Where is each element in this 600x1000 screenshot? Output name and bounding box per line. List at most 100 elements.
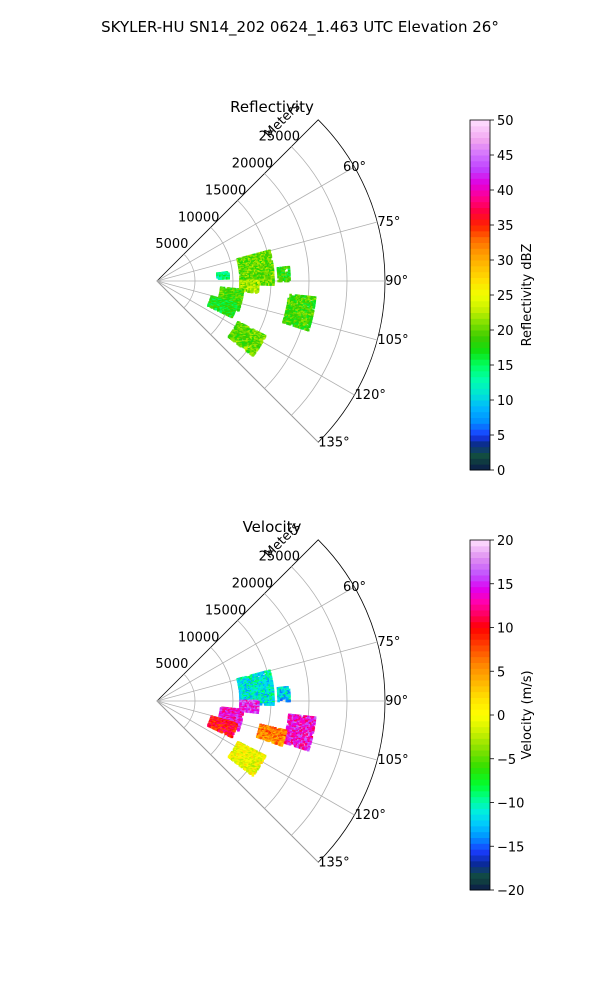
echo-cell <box>246 710 250 713</box>
echo-cell <box>262 683 266 687</box>
colorbar-band <box>470 382 490 389</box>
echo-cell <box>292 301 296 304</box>
echo-cell <box>280 697 283 700</box>
colorbar-tick-label: 20 <box>497 324 514 339</box>
radial-tick-label: 25000 <box>259 130 300 145</box>
echo-cell <box>305 311 309 315</box>
echo-cell <box>240 323 243 327</box>
echo-cell <box>294 724 298 728</box>
echo-cell <box>286 319 290 322</box>
echo-cell <box>306 326 309 330</box>
echo-cell <box>283 729 286 732</box>
colorbar-tick-label: 5 <box>497 665 505 680</box>
echo-cell <box>304 317 307 321</box>
echo-cell <box>283 266 287 269</box>
echo-cell <box>310 316 314 319</box>
echo-cell <box>310 304 313 307</box>
echo-cell <box>309 295 313 299</box>
colorbar-tick-label: 0 <box>497 464 505 479</box>
echo-cell <box>263 698 267 702</box>
echo-cell <box>309 305 313 309</box>
colorbar-band <box>470 271 490 278</box>
echo-cell <box>286 725 289 729</box>
echo-cell <box>283 267 287 271</box>
echo-cell <box>225 294 229 298</box>
echo-cell <box>301 716 305 720</box>
echo-cell <box>262 737 265 741</box>
echo-cell <box>293 297 296 300</box>
echo-cell <box>258 694 261 697</box>
echo-cell <box>307 325 311 329</box>
echo-cell <box>262 700 266 704</box>
echo-cell <box>287 306 291 309</box>
echo-cell <box>275 742 278 745</box>
echo-cell <box>251 694 255 698</box>
echo-cell <box>305 723 309 727</box>
echo-cell <box>295 740 298 743</box>
echo-cell <box>285 699 289 703</box>
echo-cell <box>299 720 303 724</box>
echo-cell <box>270 266 273 270</box>
echo-cell <box>259 276 263 280</box>
radial-tick-label: 10000 <box>178 630 219 645</box>
echo-cell <box>297 714 301 718</box>
echo-cell <box>288 306 292 310</box>
echo-cell <box>305 297 309 300</box>
colorbar-band <box>470 423 490 430</box>
echo-cell <box>261 671 265 674</box>
echo-cell <box>262 262 266 266</box>
echo-cell <box>279 273 283 276</box>
echo-cell <box>295 314 299 317</box>
echo-cell <box>305 298 308 302</box>
echo-cell <box>301 313 304 317</box>
echo-cell <box>298 723 302 727</box>
echo-cell <box>290 731 294 734</box>
echo-cell <box>294 738 297 742</box>
echo-cell <box>293 310 297 314</box>
angular-gridline <box>156 586 355 702</box>
echo-cell <box>253 253 257 257</box>
echo-cell <box>220 277 224 280</box>
echo-cell <box>224 710 228 714</box>
echo-cell <box>291 731 295 735</box>
echo-cell <box>299 744 303 748</box>
echo-cell <box>292 736 295 739</box>
echo-cell <box>236 678 240 682</box>
echo-cell <box>301 295 305 298</box>
echo-cell <box>248 748 252 751</box>
echo-cell <box>280 267 284 271</box>
echo-cell <box>289 715 292 718</box>
echo-cell <box>311 312 314 316</box>
echo-cell <box>281 694 284 698</box>
colorbar-band <box>470 435 490 442</box>
echo-cell <box>291 715 295 719</box>
echo-cell <box>307 715 310 719</box>
echo-cell <box>282 728 285 732</box>
echo-cell <box>307 311 310 315</box>
echo-cell <box>288 302 291 305</box>
echo-cell <box>296 314 300 317</box>
echo-cell <box>286 687 289 690</box>
echo-cell <box>297 294 301 298</box>
echo-cell <box>296 734 300 737</box>
echo-cell <box>256 268 260 271</box>
echo-cell <box>236 259 240 263</box>
echo-cell <box>265 698 268 702</box>
echo-cell <box>230 710 234 714</box>
echo-cell <box>291 724 295 727</box>
echo-cell <box>301 305 305 309</box>
echo-cell <box>284 737 288 740</box>
echo-cell <box>259 736 263 740</box>
echo-cell <box>234 293 237 297</box>
echo-cell <box>259 282 263 286</box>
echo-cell <box>214 307 218 311</box>
echo-cell <box>304 306 307 310</box>
echo-cell <box>270 735 274 738</box>
echo-cell <box>309 312 313 316</box>
echo-cell <box>241 713 244 716</box>
echo-cell <box>305 306 309 310</box>
echo-cell <box>267 729 271 732</box>
colorbar-band <box>470 394 490 401</box>
colorbar-band <box>470 738 490 745</box>
echo-cell <box>306 316 309 320</box>
